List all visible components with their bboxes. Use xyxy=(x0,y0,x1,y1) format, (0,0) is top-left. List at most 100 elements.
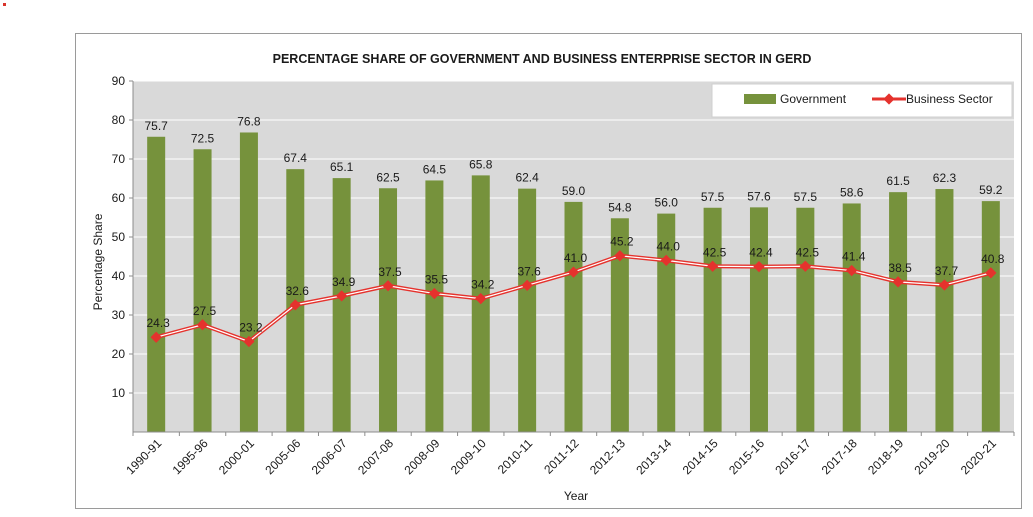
government-bar xyxy=(147,136,166,432)
business-sector-marker xyxy=(660,254,672,267)
government-bar xyxy=(889,192,908,432)
business-sector-label: 45.2 xyxy=(610,235,634,249)
x-tick-label: 2007-08 xyxy=(355,436,396,477)
government-bar-label: 65.1 xyxy=(330,160,354,174)
x-tick-label: 2015-16 xyxy=(726,436,767,477)
government-bar-label: 62.3 xyxy=(933,171,957,185)
business-sector-marker xyxy=(243,335,255,348)
government-bar xyxy=(981,201,1000,432)
government-bar-label: 57.6 xyxy=(747,189,771,203)
government-bar-label: 57.5 xyxy=(794,190,818,204)
business-sector-label: 42.5 xyxy=(796,245,820,259)
government-bar xyxy=(518,188,537,432)
government-bar-label: 76.8 xyxy=(237,114,261,128)
government-bar xyxy=(564,201,583,432)
business-sector-marker xyxy=(938,279,951,291)
x-axis-title: Year xyxy=(564,489,588,503)
x-tick-label: 2016-17 xyxy=(772,436,813,477)
government-bars xyxy=(147,132,1000,432)
y-tick-label: 30 xyxy=(112,308,126,322)
government-bar-label: 67.4 xyxy=(284,151,308,165)
government-bar xyxy=(379,188,398,432)
business-sector-marker xyxy=(521,279,533,292)
y-tick-label: 40 xyxy=(112,269,126,283)
x-tick-label: 1990-91 xyxy=(123,436,164,477)
business-sector-label: 32.6 xyxy=(286,284,310,298)
business-sector-label: 42.5 xyxy=(703,245,727,259)
government-bar xyxy=(796,207,815,432)
business-sector-marker xyxy=(196,319,209,331)
government-bar-label: 61.5 xyxy=(886,174,910,188)
x-tick-label: 2018-19 xyxy=(865,436,906,477)
business-sector-label: 35.5 xyxy=(425,273,449,287)
business-sector-line xyxy=(150,250,997,348)
government-bar-label: 58.6 xyxy=(840,185,864,199)
business-sector-marker xyxy=(382,280,394,292)
government-bar-label: 75.7 xyxy=(145,119,169,133)
business-sector-label: 34.2 xyxy=(471,278,495,292)
business-sector-label: 40.8 xyxy=(981,252,1005,266)
government-bar xyxy=(842,203,861,432)
business-sector-marker xyxy=(150,331,162,343)
x-tick-label: 2008-09 xyxy=(401,436,442,477)
business-sector-label: 41.4 xyxy=(842,250,866,264)
business-sector-marker xyxy=(985,267,997,279)
government-bar-label: 72.5 xyxy=(191,131,215,145)
business-sector-label: 34.9 xyxy=(332,275,356,289)
business-sector-marker xyxy=(475,292,487,305)
x-tick-label: 2019-20 xyxy=(912,436,953,477)
government-bar-label: 65.8 xyxy=(469,157,493,171)
x-axis-ticks: 1990-91 1995-96 2000-01 2005-06 2006-07 2007-… xyxy=(123,432,1015,477)
y-axis-title: Percentage Share xyxy=(91,213,105,310)
business-sector-label: 42.4 xyxy=(749,246,773,260)
business-sector-marker xyxy=(753,260,765,273)
government-bar xyxy=(703,207,722,432)
legend-government-label: Government xyxy=(780,92,847,106)
business-sector-marker xyxy=(289,299,301,311)
government-bar-label: 57.5 xyxy=(701,190,725,204)
business-sector-label: 38.5 xyxy=(888,261,912,275)
government-bar xyxy=(610,218,629,432)
government-bar-label: 62.5 xyxy=(376,170,400,184)
x-tick-label: 2017-18 xyxy=(819,436,860,477)
business-sector-label: 37.7 xyxy=(935,264,959,278)
corner-dot xyxy=(3,3,6,6)
business-sector-label: 23.2 xyxy=(239,321,263,335)
chart-title: PERCENTAGE SHARE OF GOVERNMENT AND BUSIN… xyxy=(273,52,812,66)
business-sector-marker xyxy=(567,266,580,278)
legend-box xyxy=(711,83,1013,118)
government-bar xyxy=(425,180,444,432)
y-tick-label: 50 xyxy=(112,230,126,244)
business-sector-marker xyxy=(336,290,348,302)
x-tick-label: 2011-12 xyxy=(541,436,582,477)
y-tick-label: 20 xyxy=(112,347,126,361)
x-tick-label: 2013-14 xyxy=(633,436,674,477)
chart-svg: 10 20 30 40 50 60 70 80 90 75.7 72.5 76.8 67.4 65.1 6… xyxy=(91,52,1015,503)
government-bar xyxy=(332,178,351,432)
x-tick-label: 2000-01 xyxy=(216,436,257,477)
business-sector-marker xyxy=(892,276,904,288)
business-sector-marker xyxy=(799,260,811,272)
y-tick-label: 60 xyxy=(112,191,126,205)
business-sector-marker xyxy=(706,260,719,272)
business-sector-label: 37.6 xyxy=(517,264,541,278)
x-tick-label: 2009-10 xyxy=(448,436,489,477)
government-bar-label: 54.8 xyxy=(608,200,632,214)
y-tick-label: 70 xyxy=(112,152,126,166)
y-tick-label: 90 xyxy=(112,74,126,88)
government-bar xyxy=(935,189,954,432)
business-sector-labels: 24.3 27.5 23.2 32.6 34.9 37.5 35.5 34.2 37.6 41.0… xyxy=(147,235,1005,335)
business-sector-label: 41.0 xyxy=(564,251,588,265)
legend-government-swatch xyxy=(744,94,776,104)
government-bar-label: 62.4 xyxy=(515,171,539,185)
business-sector-label: 37.5 xyxy=(378,265,402,279)
business-sector-marker xyxy=(614,250,626,262)
government-bar-label: 56.0 xyxy=(655,196,679,210)
business-sector-label: 27.5 xyxy=(193,304,217,318)
government-bar xyxy=(749,207,768,432)
legend: Government Business Sector xyxy=(711,83,1013,118)
government-bar xyxy=(239,132,258,432)
legend-business-label: Business Sector xyxy=(906,92,993,106)
government-bar-labels: 75.7 72.5 76.8 67.4 65.1 62.5 64.5 65.8 62.4 59.0… xyxy=(145,114,1003,214)
business-sector-label: 44.0 xyxy=(657,239,681,253)
